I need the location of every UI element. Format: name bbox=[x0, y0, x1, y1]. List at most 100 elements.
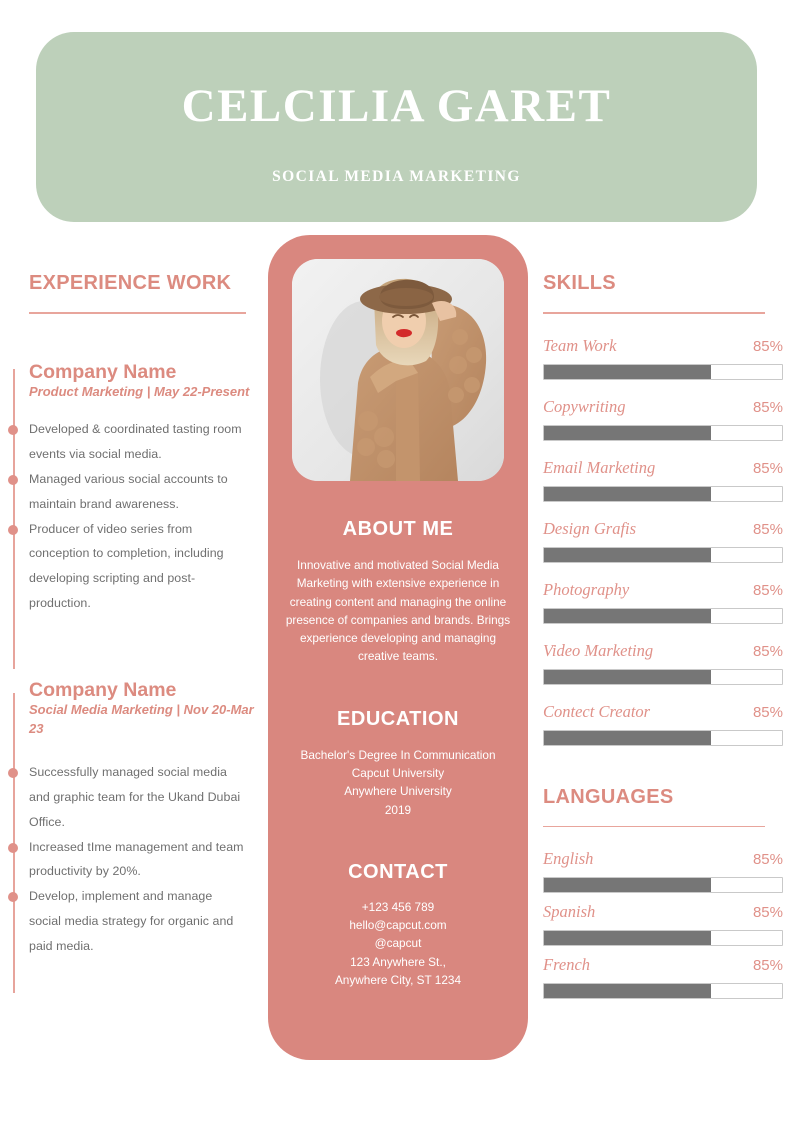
education-details: Bachelor's Degree In Communication Capcu… bbox=[284, 746, 512, 819]
skill-progress-fill bbox=[544, 364, 711, 379]
about-me-text: Innovative and motivated Social Media Ma… bbox=[285, 558, 511, 664]
skill-progress-fill bbox=[544, 486, 711, 501]
page-title: CELCILIA GARET bbox=[181, 79, 612, 132]
language-percent: 85% bbox=[752, 851, 783, 868]
bullet-text: Successfully managed social media and gr… bbox=[29, 765, 241, 829]
avatar bbox=[292, 259, 504, 481]
experience-title-rule bbox=[29, 312, 246, 314]
skills-title-rule bbox=[543, 312, 765, 314]
portrait-photo-icon bbox=[292, 259, 504, 481]
skill-progress-fill bbox=[544, 547, 711, 562]
job-role-dates: Product Marketing | May 22-Present bbox=[29, 383, 250, 399]
bullet-text: Increased tIme management and team produ… bbox=[29, 839, 244, 879]
language-label: English bbox=[543, 849, 594, 868]
experience-item: Company Name Social Media Marketing | No… bbox=[0, 679, 262, 993]
skill-item: Email Marketing 85% bbox=[543, 458, 783, 502]
bullet-text: Producer of video series from conception… bbox=[29, 521, 224, 611]
job-bullet-list: Successfully managed social media and gr… bbox=[0, 760, 262, 959]
skill-progress-track bbox=[543, 668, 783, 685]
skill-item: Team Work 85% bbox=[543, 336, 783, 380]
skill-label: Photography bbox=[543, 579, 630, 599]
header-banner: CELCILIA GARET SOCIAL MEDIA MARKETING bbox=[36, 32, 757, 222]
skill-percent: 85% bbox=[752, 642, 783, 660]
language-item: Spanish 85% bbox=[543, 902, 783, 946]
skill-progress-fill bbox=[544, 669, 711, 684]
about-me-heading: ABOUT ME bbox=[342, 518, 454, 540]
timeline-dot-icon bbox=[8, 475, 18, 485]
skill-percent: 85% bbox=[752, 520, 783, 538]
language-progress-track bbox=[543, 877, 783, 893]
skills-column: SKILLS Team Work 85% Copywriting 85% bbox=[543, 272, 783, 1008]
language-progress-track bbox=[543, 930, 783, 946]
language-item: English 85% bbox=[543, 849, 783, 893]
skill-progress-track bbox=[543, 546, 783, 563]
skills-list: Team Work 85% Copywriting 85% Email Ma bbox=[543, 336, 783, 746]
timeline-line bbox=[13, 368, 15, 669]
language-progress-fill bbox=[544, 931, 711, 945]
skills-section-title: SKILLS bbox=[543, 272, 616, 294]
job-bullet-list: Developed & coordinated tasting room eve… bbox=[0, 417, 262, 616]
language-progress-track bbox=[543, 983, 783, 999]
contact-handle[interactable]: @capcut bbox=[374, 936, 422, 951]
language-percent: 85% bbox=[752, 904, 783, 921]
education-heading: EDUCATION bbox=[337, 707, 459, 730]
skill-percent: 85% bbox=[752, 337, 783, 355]
skill-progress-fill bbox=[544, 730, 711, 745]
skill-label: Design Grafis bbox=[543, 518, 637, 538]
contact-heading: CONTACT bbox=[348, 860, 448, 883]
skill-item: Design Grafis 85% bbox=[543, 519, 783, 563]
job-role-dates: Social Media Marketing | Nov 20-Mar 23 bbox=[29, 702, 254, 736]
skill-label: Contect Creator bbox=[543, 701, 651, 721]
education-line: Bachelor's Degree In Communication bbox=[300, 747, 496, 762]
languages-list: English 85% Spanish 85% French bbox=[543, 849, 783, 999]
skill-percent: 85% bbox=[752, 581, 783, 599]
job-company-name: Company Name bbox=[29, 360, 177, 383]
language-label: Spanish bbox=[543, 902, 596, 921]
contact-address-line2: Anywhere City, ST 1234 bbox=[334, 972, 462, 987]
skill-label: Video Marketing bbox=[543, 640, 654, 660]
skill-progress-track bbox=[543, 485, 783, 502]
skill-item: Contect Creator 85% bbox=[543, 702, 783, 746]
language-label: French bbox=[543, 955, 591, 974]
skill-item: Copywriting 85% bbox=[543, 397, 783, 441]
contact-address-line1: 123 Anywhere St., bbox=[350, 954, 446, 969]
list-item: Managed various social accounts to maint… bbox=[8, 467, 247, 517]
list-item: Developed & coordinated tasting room eve… bbox=[8, 417, 247, 467]
experience-section-title: EXPERIENCE WORK bbox=[29, 272, 232, 294]
profile-card: ABOUT ME Innovative and motivated Social… bbox=[268, 235, 528, 1060]
bullet-text: Developed & coordinated tasting room eve… bbox=[29, 422, 242, 462]
timeline-dot-icon bbox=[8, 768, 18, 779]
skill-item: Video Marketing 85% bbox=[543, 641, 783, 685]
skill-label: Copywriting bbox=[543, 396, 626, 416]
experience-column: EXPERIENCE WORK Company Name Product Mar… bbox=[0, 272, 262, 993]
skill-progress-track bbox=[543, 607, 783, 624]
skill-percent: 85% bbox=[752, 398, 783, 416]
timeline-dot-icon bbox=[8, 892, 18, 903]
timeline-dot-icon bbox=[8, 842, 18, 853]
skill-item: Photography 85% bbox=[543, 580, 783, 624]
bullet-text: Develop, implement and manage social med… bbox=[29, 889, 234, 953]
timeline-dot-icon bbox=[8, 425, 18, 436]
language-progress-fill bbox=[544, 984, 711, 998]
skill-label: Team Work bbox=[543, 335, 617, 355]
experience-item: Company Name Product Marketing | May 22-… bbox=[0, 360, 262, 669]
header-subtitle: SOCIAL MEDIA MARKETING bbox=[272, 167, 521, 185]
skill-progress-fill bbox=[544, 608, 711, 623]
language-percent: 85% bbox=[752, 957, 783, 974]
skill-progress-fill bbox=[544, 425, 711, 440]
language-item: French 85% bbox=[543, 955, 783, 999]
list-item: Develop, implement and manage social med… bbox=[8, 884, 247, 958]
education-line: Capcut University bbox=[351, 765, 445, 780]
skill-progress-track bbox=[543, 363, 783, 380]
education-line: 2019 bbox=[384, 802, 412, 817]
skill-label: Email Marketing bbox=[543, 457, 656, 477]
skill-percent: 85% bbox=[752, 459, 783, 477]
skill-percent: 85% bbox=[752, 703, 783, 721]
timeline-dot-icon bbox=[8, 524, 18, 535]
languages-section-title: LANGUAGES bbox=[543, 785, 674, 808]
contact-phone[interactable]: +123 456 789 bbox=[361, 899, 435, 914]
contact-email[interactable]: hello@capcut.com bbox=[349, 918, 447, 933]
skill-progress-track bbox=[543, 729, 783, 746]
list-item: Producer of video series from conception… bbox=[8, 517, 247, 616]
